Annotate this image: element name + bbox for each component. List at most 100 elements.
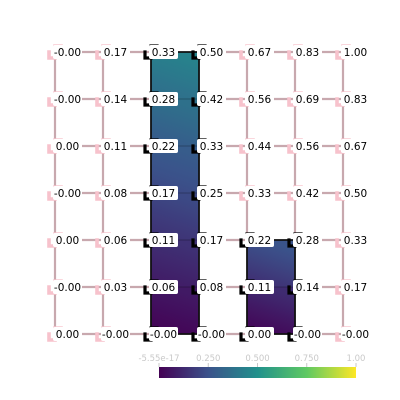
node-label: 0.56 bbox=[245, 92, 274, 106]
node-value: -0.00 bbox=[342, 329, 369, 341]
node-label: 0.00 bbox=[53, 139, 82, 153]
field-cell bbox=[151, 52, 200, 100]
node-value: 0.00 bbox=[56, 141, 79, 153]
node-label: 0.03 bbox=[101, 280, 130, 294]
node-value: 1.00 bbox=[344, 47, 367, 59]
node-value: 0.33 bbox=[200, 141, 223, 153]
node-label: 0.17 bbox=[101, 45, 130, 59]
node-value: 0.14 bbox=[296, 282, 320, 294]
node-label: 0.06 bbox=[149, 280, 178, 294]
node-labels-layer: -0.00 0.17 0.33 0.50 0.67 0.83 1.00 -0.00 0.14 0.… bbox=[53, 45, 370, 341]
node-label-bg bbox=[341, 280, 370, 294]
node-label: 0.33 bbox=[149, 45, 178, 59]
node-label-bg bbox=[197, 45, 226, 59]
node-label: 0.44 bbox=[245, 139, 274, 153]
node-label: 0.14 bbox=[293, 280, 322, 294]
node-label: -0.00 bbox=[53, 186, 82, 200]
node-label: 0.56 bbox=[293, 139, 322, 153]
node-value: 0.67 bbox=[248, 47, 271, 59]
node-label: 0.00 bbox=[245, 327, 274, 341]
node-value: 0.28 bbox=[152, 94, 175, 106]
node-value: -0.00 bbox=[102, 329, 129, 341]
node-value: 0.03 bbox=[104, 282, 127, 294]
node-label: -0.00 bbox=[101, 327, 130, 341]
node-label: 0.33 bbox=[197, 139, 226, 153]
node-label: -0.00 bbox=[341, 327, 370, 341]
node-label: -0.00 bbox=[197, 327, 226, 341]
colorbar-gradient bbox=[159, 367, 356, 378]
node-label: 0.83 bbox=[293, 45, 322, 59]
node-label-bg bbox=[245, 139, 274, 153]
node-value: -0.00 bbox=[54, 282, 81, 294]
node-value: 0.00 bbox=[56, 329, 79, 341]
node-label: 0.83 bbox=[341, 92, 370, 106]
node-value: 0.69 bbox=[296, 94, 319, 106]
node-label: 0.28 bbox=[293, 233, 322, 247]
node-label: 0.42 bbox=[197, 92, 226, 106]
node-value: 0.06 bbox=[104, 235, 128, 247]
node-label: 0.67 bbox=[245, 45, 274, 59]
node-label-bg bbox=[53, 139, 82, 153]
node-label-bg bbox=[293, 280, 322, 294]
node-value: 0.56 bbox=[296, 141, 320, 153]
node-value: 0.00 bbox=[248, 329, 271, 341]
node-label-bg bbox=[341, 186, 370, 200]
node-value: 0.17 bbox=[344, 282, 367, 294]
colorbar: -5.55e-17 0.250 0.500 0.750 1.00 bbox=[138, 354, 365, 378]
node-label-bg bbox=[197, 280, 226, 294]
node-value: -0.00 bbox=[54, 188, 81, 200]
node-label: 0.42 bbox=[293, 186, 322, 200]
node-label-bg bbox=[53, 92, 82, 106]
node-label-bg bbox=[293, 45, 322, 59]
node-value: 0.11 bbox=[104, 141, 127, 153]
node-label-bg bbox=[341, 45, 370, 59]
node-label-bg bbox=[293, 327, 322, 341]
node-value: -0.00 bbox=[54, 94, 81, 106]
field-fill-layer bbox=[151, 52, 296, 335]
node-label: 0.67 bbox=[341, 139, 370, 153]
node-value: -0.00 bbox=[150, 329, 177, 341]
node-value: 0.11 bbox=[248, 282, 271, 294]
node-label: -0.00 bbox=[149, 327, 178, 341]
node-value: 0.50 bbox=[344, 188, 367, 200]
node-label: 0.11 bbox=[101, 139, 130, 153]
node-value: 0.44 bbox=[248, 141, 272, 153]
node-label-bg bbox=[53, 186, 82, 200]
node-label-bg bbox=[341, 139, 370, 153]
node-label: -0.00 bbox=[53, 45, 82, 59]
colorbar-tick-label: 0.250 bbox=[196, 354, 220, 364]
node-value: -0.00 bbox=[294, 329, 321, 341]
node-label-bg bbox=[293, 139, 322, 153]
node-label: 0.17 bbox=[197, 233, 226, 247]
field-cell bbox=[151, 287, 200, 335]
field-cell bbox=[151, 193, 200, 241]
node-label: 0.00 bbox=[53, 327, 82, 341]
node-label-bg bbox=[149, 45, 178, 59]
node-label-bg bbox=[245, 327, 274, 341]
node-label: 0.69 bbox=[293, 92, 322, 106]
node-label: -0.00 bbox=[53, 280, 82, 294]
node-value: 0.28 bbox=[296, 235, 319, 247]
node-label: 0.08 bbox=[101, 186, 130, 200]
node-label-bg bbox=[101, 280, 130, 294]
node-value: 0.33 bbox=[152, 47, 175, 59]
node-label-bg bbox=[149, 139, 178, 153]
node-label-bg bbox=[149, 327, 178, 341]
node-value: 0.22 bbox=[248, 235, 271, 247]
node-value: 0.50 bbox=[200, 47, 223, 59]
node-value: 0.17 bbox=[152, 188, 175, 200]
node-label-bg bbox=[245, 45, 274, 59]
node-label: 0.22 bbox=[149, 139, 178, 153]
node-value: 0.17 bbox=[200, 235, 223, 247]
node-label: 0.17 bbox=[341, 280, 370, 294]
node-label: 0.50 bbox=[341, 186, 370, 200]
node-label: 0.25 bbox=[197, 186, 226, 200]
node-value: 0.14 bbox=[104, 94, 128, 106]
node-label-bg bbox=[101, 139, 130, 153]
node-label: 0.17 bbox=[149, 186, 178, 200]
node-value: 0.67 bbox=[344, 141, 367, 153]
node-value: 0.11 bbox=[152, 235, 175, 247]
node-label-bg bbox=[197, 327, 226, 341]
colorbar-tick-label: 1.00 bbox=[347, 354, 366, 364]
